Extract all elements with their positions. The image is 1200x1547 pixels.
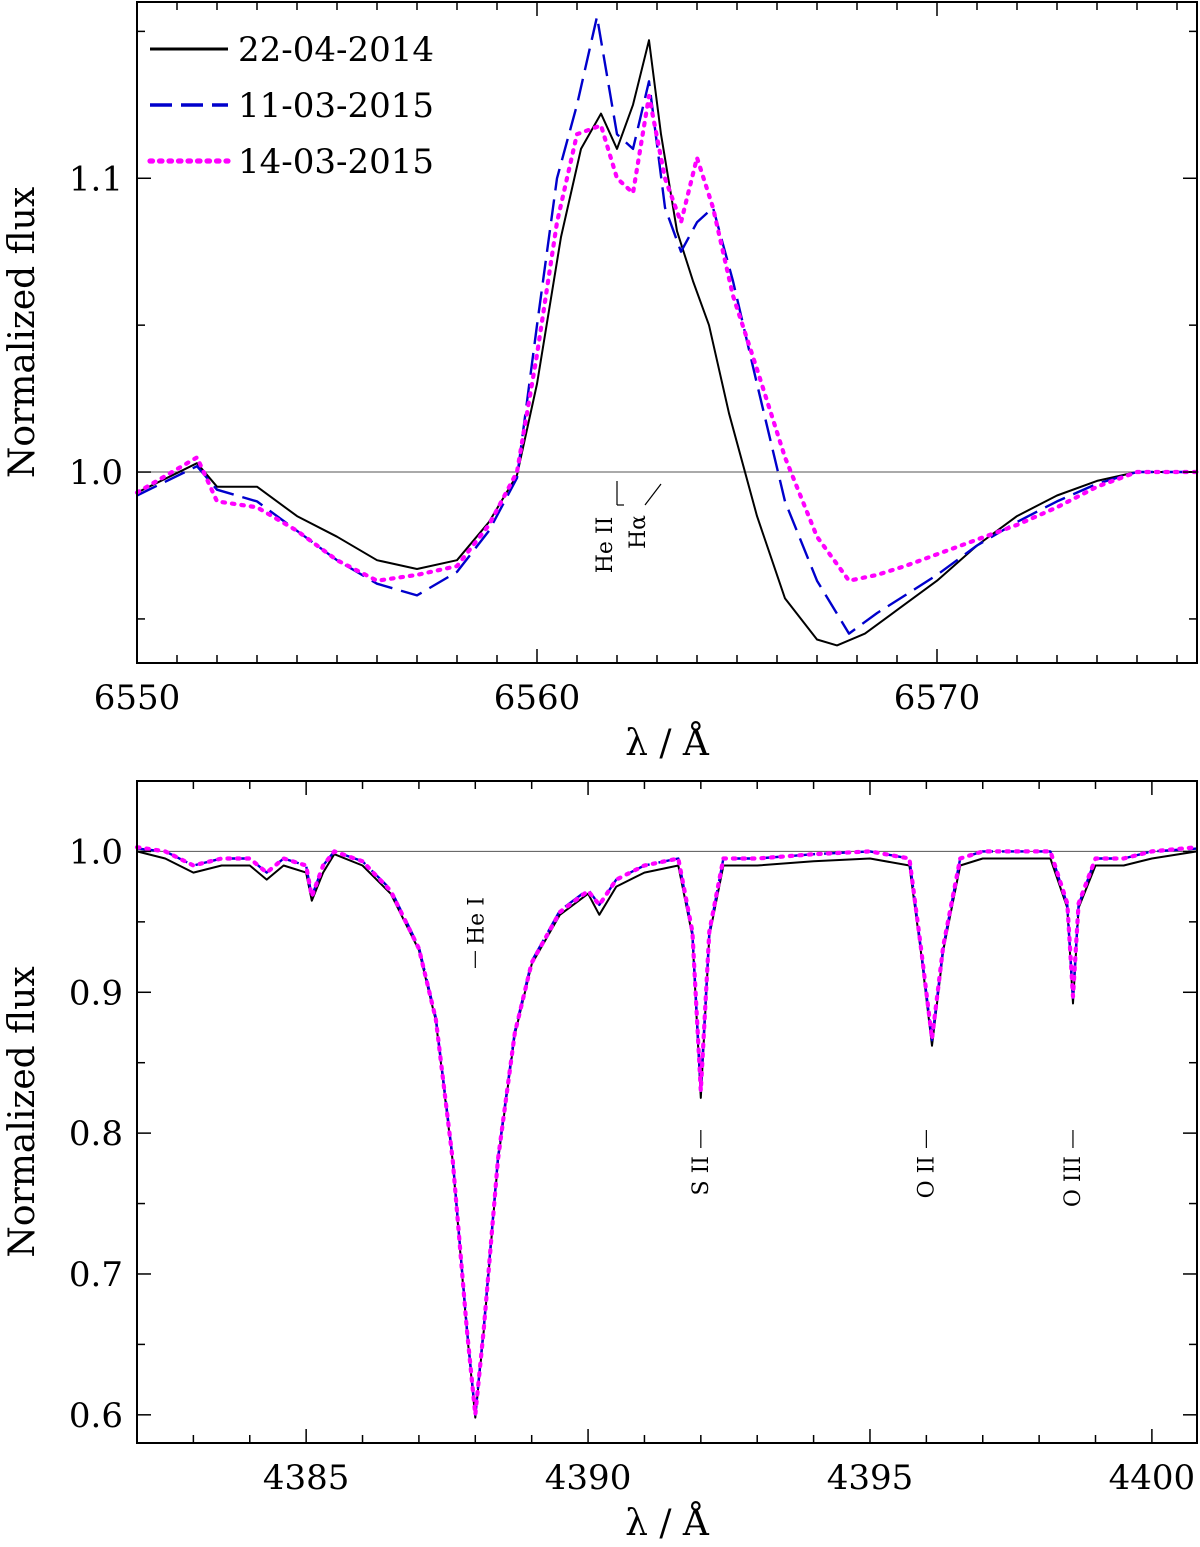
plot-frame [136, 1, 1198, 664]
line-label-o-ii: O II [914, 1156, 939, 1198]
y-tick-label: 0.7 [69, 1255, 123, 1295]
legend-label: 14-03-2015 [238, 142, 434, 182]
series-line-22-04-2014 [136, 850, 1198, 1419]
line-marker [644, 483, 662, 506]
series-line-14-03-2015 [134, 93, 1200, 583]
y-axis-title: Normalized flux [2, 966, 43, 1257]
x-tick-label: 4385 [263, 1458, 350, 1498]
legend-label: 11-03-2015 [238, 86, 434, 126]
y-tick-label: 1.0 [69, 453, 123, 493]
plot-frame [136, 780, 1198, 1444]
x-tick-label: 4395 [827, 1458, 914, 1498]
line-label-s-ii: S II [689, 1156, 714, 1195]
y-tick-label: 1.1 [69, 159, 123, 199]
x-axis-title: λ / Å [625, 1502, 710, 1544]
line-label-halpha: Hα [626, 515, 651, 549]
x-tick-label: 6570 [894, 678, 981, 718]
x-tick-label: 6560 [494, 678, 581, 718]
series-line-11-03-2015 [136, 847, 1198, 1417]
line-label-he-i: He I [464, 897, 489, 945]
hei-panel: 4385 4390 4395 4400 0.6 0.7 0.8 0.9 1.0 λ / Å Norm… [2, 780, 1200, 1544]
y-tick-label: 0.9 [69, 973, 123, 1013]
x-axis-title: λ / Å [625, 722, 710, 764]
y-tick-label: 1.0 [69, 832, 123, 872]
line-label-he-ii: He II [593, 517, 618, 574]
legend-label: 22-04-2014 [238, 30, 434, 70]
line-label-o-iii: O III [1061, 1156, 1086, 1207]
halpha-panel: 6550 6560 6570 1.0 1.1 λ / Å Normalized flux 22… [2, 1, 1200, 764]
series-line-14-03-2015 [134, 845, 1200, 1417]
x-tick-label: 4390 [545, 1458, 632, 1498]
x-tick-label: 4400 [1109, 1458, 1196, 1498]
series-line-22-04-2014 [136, 39, 1197, 647]
x-tick-label: 6550 [94, 678, 181, 718]
y-tick-label: 0.8 [69, 1114, 123, 1154]
y-axis-title: Normalized flux [2, 187, 43, 478]
y-tick-label: 0.6 [69, 1396, 123, 1436]
